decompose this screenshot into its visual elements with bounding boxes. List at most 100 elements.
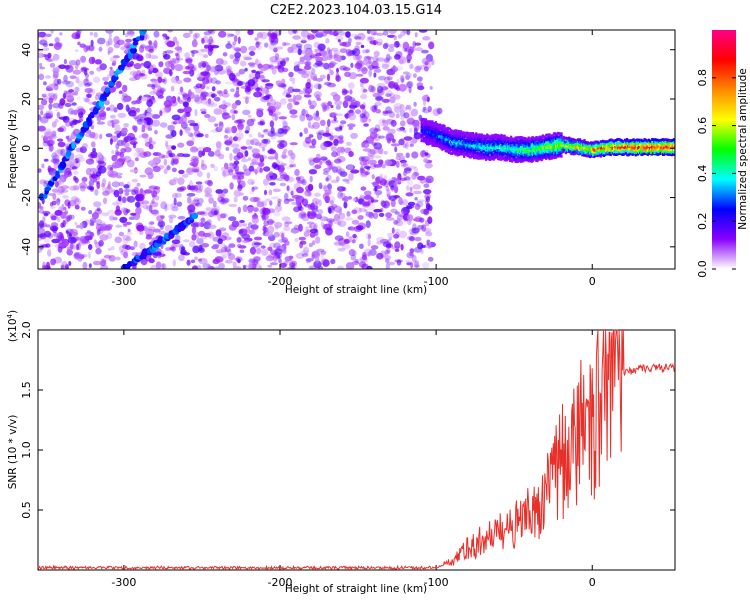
- noise-cell: [332, 217, 341, 225]
- noise-cell: [409, 127, 413, 134]
- noise-cell: [335, 176, 340, 182]
- noise-cell: [326, 218, 335, 223]
- noise-cell: [408, 236, 415, 242]
- noise-cell: [43, 238, 51, 244]
- noise-cell: [191, 221, 200, 229]
- noise-cell: [323, 223, 332, 231]
- noise-cell: [75, 30, 81, 38]
- noise-cell: [289, 109, 298, 115]
- noise-cell: [266, 218, 274, 226]
- noise-cell: [148, 185, 158, 190]
- noise-cell: [362, 201, 371, 207]
- noise-cell: [249, 51, 256, 56]
- noise-cell: [84, 87, 93, 94]
- noise-cell: [190, 146, 198, 152]
- noise-cell: [403, 136, 413, 141]
- noise-cell: [346, 164, 354, 170]
- noise-cell: [345, 113, 349, 120]
- noise-cell: [223, 212, 229, 218]
- noise-cell: [324, 81, 332, 86]
- noise-cell: [128, 110, 137, 117]
- noise-cell: [201, 150, 206, 157]
- noise-cell: [150, 264, 157, 269]
- noise-cell: [220, 60, 228, 66]
- noise-cell: [64, 199, 71, 207]
- noise-cell: [115, 143, 120, 150]
- noise-cell: [206, 39, 215, 44]
- spectrogram-y-tick-label: -40: [20, 238, 33, 256]
- noise-cell: [385, 53, 391, 62]
- noise-cell: [413, 166, 419, 174]
- noise-cell: [70, 120, 75, 128]
- noise-cell: [115, 256, 121, 261]
- noise-cell: [200, 92, 207, 101]
- noise-cell: [152, 252, 158, 259]
- noise-cell: [154, 130, 158, 135]
- noise-cell: [253, 196, 261, 203]
- noise-cell: [303, 94, 312, 98]
- noise-cell: [107, 169, 115, 177]
- noise-cell: [397, 179, 403, 184]
- noise-cell: [196, 133, 204, 138]
- noise-cell: [187, 184, 191, 191]
- noise-cell: [275, 204, 283, 212]
- noise-cell: [107, 120, 114, 127]
- noise-cell: [275, 131, 285, 138]
- noise-cell: [315, 110, 320, 118]
- noise-cell: [317, 83, 322, 90]
- noise-cell: [89, 167, 98, 172]
- noise-cell: [208, 224, 217, 229]
- noise-cell: [282, 248, 287, 254]
- noise-cell: [56, 216, 61, 223]
- noise-cell: [126, 159, 135, 168]
- noise-cell: [190, 222, 199, 228]
- noise-cell: [131, 189, 136, 196]
- noise-cell: [191, 166, 200, 173]
- noise-cell: [168, 214, 177, 219]
- noise-cell: [38, 114, 42, 121]
- noise-cell: [350, 62, 354, 68]
- noise-cell: [306, 34, 311, 40]
- noise-cell: [321, 55, 329, 62]
- noise-cell: [242, 164, 247, 171]
- noise-cell: [225, 146, 230, 151]
- noise-cell: [39, 66, 46, 70]
- noise-cell: [338, 139, 344, 144]
- colorbar-tick-label: 0.8: [696, 69, 709, 87]
- noise-cell: [281, 237, 288, 243]
- noise-cell: [410, 140, 417, 144]
- noise-cell: [223, 134, 229, 139]
- noise-cell: [52, 67, 60, 74]
- noise-cell: [363, 123, 369, 127]
- colorbar-label: Normalized spectral amplitude: [737, 68, 749, 229]
- noise-cell: [151, 209, 160, 216]
- noise-cell: [251, 186, 255, 192]
- noise-cell: [149, 201, 159, 208]
- noise-cell: [116, 133, 121, 139]
- noise-cell: [348, 236, 353, 242]
- noise-cell: [314, 48, 320, 54]
- noise-cell: [123, 184, 130, 189]
- noise-cell: [384, 254, 392, 261]
- noise-cell: [372, 56, 379, 63]
- noise-cell: [259, 167, 264, 173]
- noise-cell: [330, 179, 340, 184]
- noise-cell: [68, 261, 72, 266]
- noise-cell: [361, 254, 368, 261]
- signal-cell: [560, 132, 563, 136]
- noise-cell: [77, 80, 84, 87]
- noise-cell: [151, 119, 161, 127]
- noise-cell: [237, 176, 241, 185]
- noise-cell: [414, 66, 421, 73]
- noise-cell: [93, 32, 98, 38]
- noise-cell: [335, 104, 341, 110]
- noise-cell: [148, 221, 154, 226]
- noise-cell: [375, 96, 384, 101]
- noise-cell: [326, 52, 333, 61]
- noise-cell: [52, 226, 58, 233]
- noise-cell: [38, 168, 42, 173]
- noise-cell: [336, 186, 346, 192]
- noise-cell: [225, 114, 232, 119]
- noise-cell: [199, 108, 207, 112]
- noise-cell: [146, 226, 156, 231]
